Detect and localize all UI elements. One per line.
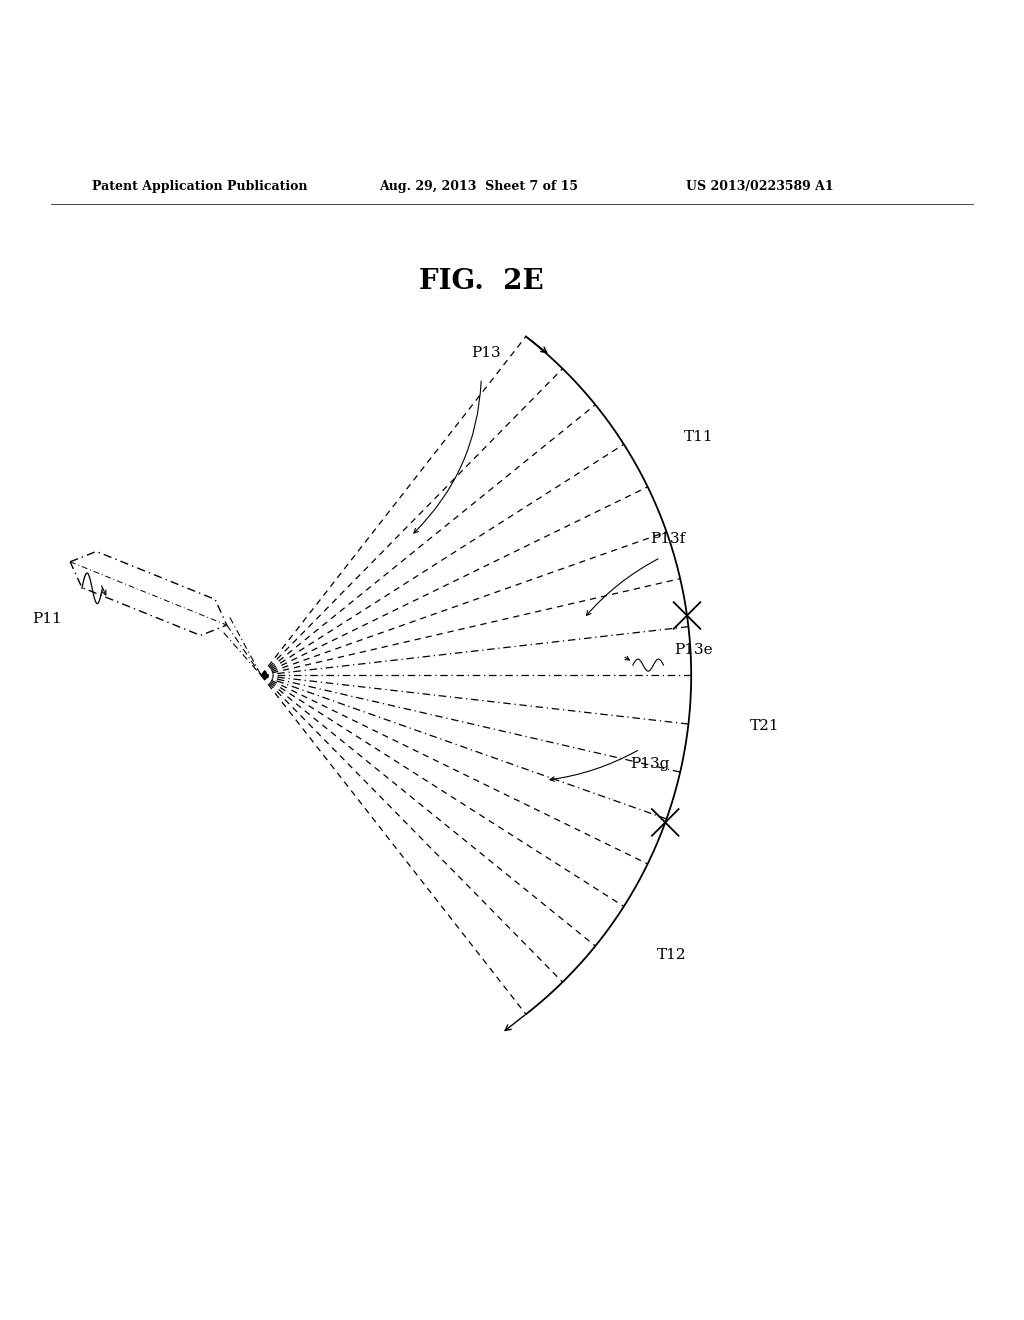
Text: T21: T21: [750, 718, 779, 733]
Text: Patent Application Publication: Patent Application Publication: [92, 181, 307, 194]
Text: US 2013/0223589 A1: US 2013/0223589 A1: [686, 181, 834, 194]
Text: P11: P11: [32, 612, 61, 626]
Text: P13e: P13e: [674, 643, 713, 657]
Text: T12: T12: [656, 948, 686, 962]
Text: P13g: P13g: [630, 758, 669, 771]
Text: FIG.  2E: FIG. 2E: [419, 268, 544, 294]
Text: P13: P13: [471, 346, 501, 360]
Text: P13f: P13f: [650, 532, 685, 546]
Text: T11: T11: [684, 430, 714, 445]
Text: Aug. 29, 2013  Sheet 7 of 15: Aug. 29, 2013 Sheet 7 of 15: [379, 181, 578, 194]
